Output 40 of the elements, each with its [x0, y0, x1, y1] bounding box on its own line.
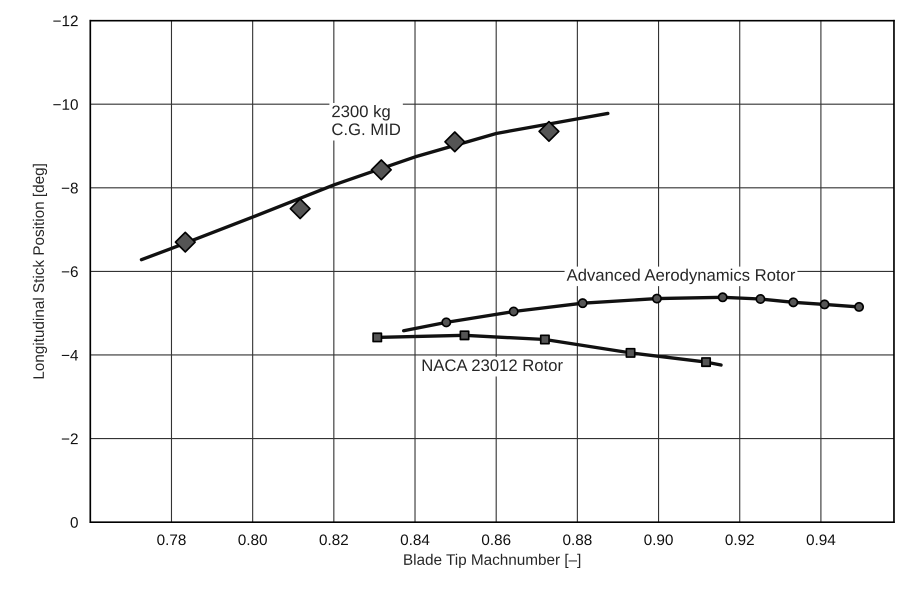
point — [718, 292, 728, 302]
point — [508, 306, 519, 317]
point — [460, 330, 470, 340]
y-tick-label: −8 — [62, 182, 78, 194]
point — [626, 348, 636, 358]
x-tick-label: 0.94 — [806, 534, 836, 546]
x-tick-label: 0.86 — [482, 534, 510, 546]
x-tick-label: 0.84 — [400, 534, 430, 546]
point — [788, 297, 798, 308]
y-axis-title: Longitudinal Stick Position [deg] — [32, 164, 48, 378]
point — [578, 298, 588, 308]
y-tick-label: −10 — [53, 99, 78, 110]
point — [652, 294, 662, 304]
x-tick-label: 0.90 — [644, 534, 673, 546]
point — [701, 357, 712, 368]
series-label: NACA 23012 Rotor — [422, 359, 563, 372]
point — [444, 131, 466, 152]
point — [441, 317, 452, 328]
point — [540, 334, 550, 345]
series-label: Advanced Aerodynamics Rotor — [566, 268, 796, 284]
x-tick-label: 0.82 — [320, 534, 348, 546]
point — [370, 159, 392, 180]
point — [174, 231, 196, 253]
point — [854, 302, 864, 312]
y-tick-label: −4 — [62, 350, 78, 361]
y-tick-label: 0 — [70, 517, 78, 528]
x-tick-label: 0.80 — [238, 534, 267, 546]
point — [372, 332, 382, 342]
x-tick-label: 0.88 — [563, 534, 592, 546]
series-label: 2300 kg C.G. MID — [332, 105, 400, 136]
point — [289, 198, 311, 220]
y-tick-label: −6 — [62, 266, 78, 278]
y-tick-label: −12 — [53, 16, 78, 26]
point — [538, 120, 560, 142]
point — [820, 299, 830, 310]
y-tick-label: −2 — [62, 433, 78, 444]
x-axis-title: Blade Tip Machnumber [–] — [404, 554, 580, 568]
x-tick-label: 0.78 — [157, 534, 186, 546]
point — [755, 294, 766, 304]
x-tick-label: 0.92 — [725, 534, 754, 546]
